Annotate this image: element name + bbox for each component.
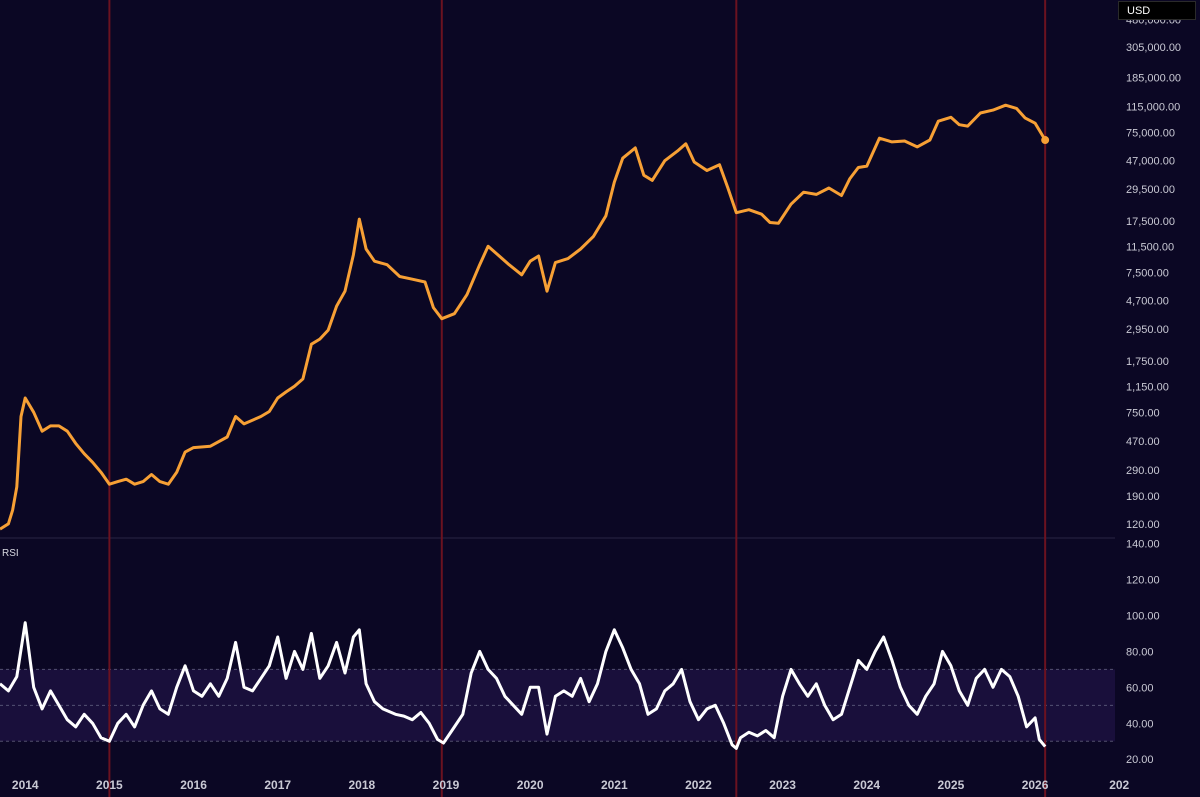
year-tick-label: 2020 — [517, 778, 544, 792]
price-last-point — [1041, 136, 1050, 145]
rsi-neutral-band — [0, 669, 1115, 742]
year-tick-label: 2019 — [433, 778, 460, 792]
rsi-tick-label: 60.00 — [1126, 682, 1154, 694]
rsi-tick-label: 120.00 — [1126, 575, 1160, 587]
time-axis: 2014 2015 2016 2017 2018 2019 2020 2021 2022 2023… — [12, 778, 1130, 792]
rsi-tick-label: 100.00 — [1126, 610, 1160, 622]
rsi-tick-label: 40.00 — [1126, 718, 1154, 730]
rsi-tick-label: 20.00 — [1126, 754, 1154, 766]
price-tick-label: 1,150.00 — [1126, 381, 1169, 393]
year-tick-label: 2018 — [348, 778, 375, 792]
year-tick-label: 2017 — [264, 778, 291, 792]
year-tick-label: 2022 — [685, 778, 712, 792]
price-tick-label: 29,500.00 — [1126, 184, 1175, 196]
price-tick-label: 11,500.00 — [1126, 241, 1174, 253]
rsi-pane-label: RSI — [2, 548, 19, 559]
price-tick-label: 290.00 — [1126, 465, 1160, 477]
year-tick-label: 2025 — [938, 778, 965, 792]
year-tick-label: 2026 — [1022, 778, 1049, 792]
price-tick-label: 750.00 — [1126, 407, 1160, 419]
rsi-tick-label: 140.00 — [1126, 539, 1160, 551]
price-tick-label: 17,500.00 — [1126, 216, 1175, 228]
year-tick-label: 2014 — [12, 778, 39, 792]
rsi-series-line — [0, 621, 1047, 750]
year-tick-label: 2021 — [601, 778, 628, 792]
price-series-line — [0, 103, 1047, 531]
year-tick-label: 2016 — [180, 778, 207, 792]
currency-badge[interactable]: USD — [1118, 1, 1196, 20]
year-tick-label: 2015 — [96, 778, 123, 792]
year-tick-label: 2024 — [853, 778, 880, 792]
rsi-tick-label: 80.00 — [1126, 646, 1154, 658]
price-tick-label: 115,000.00 — [1126, 101, 1180, 113]
price-axis: 480,000.00305,000.00185,000.00115,000.00… — [1126, 14, 1181, 530]
price-tick-label: 185,000.00 — [1126, 72, 1181, 84]
price-tick-label: 75,000.00 — [1126, 127, 1175, 139]
price-tick-label: 1,750.00 — [1126, 356, 1169, 368]
rsi-axis: 140.00 120.00 100.00 80.00 60.00 40.00 20.00 — [1126, 539, 1160, 767]
cycle-markers — [108, 0, 1047, 797]
price-tick-label: 190.00 — [1126, 491, 1160, 503]
year-tick-label: 2023 — [769, 778, 796, 792]
price-tick-label: 7,500.00 — [1126, 267, 1169, 279]
year-tick-label: 202 — [1109, 778, 1129, 792]
price-tick-label: 470.00 — [1126, 436, 1160, 448]
price-tick-label: 2,950.00 — [1126, 324, 1169, 336]
price-tick-label: 120.00 — [1126, 519, 1160, 531]
price-tick-label: 47,000.00 — [1126, 156, 1175, 168]
price-tick-label: 305,000.00 — [1126, 42, 1181, 54]
price-tick-label: 4,700.00 — [1126, 296, 1169, 308]
